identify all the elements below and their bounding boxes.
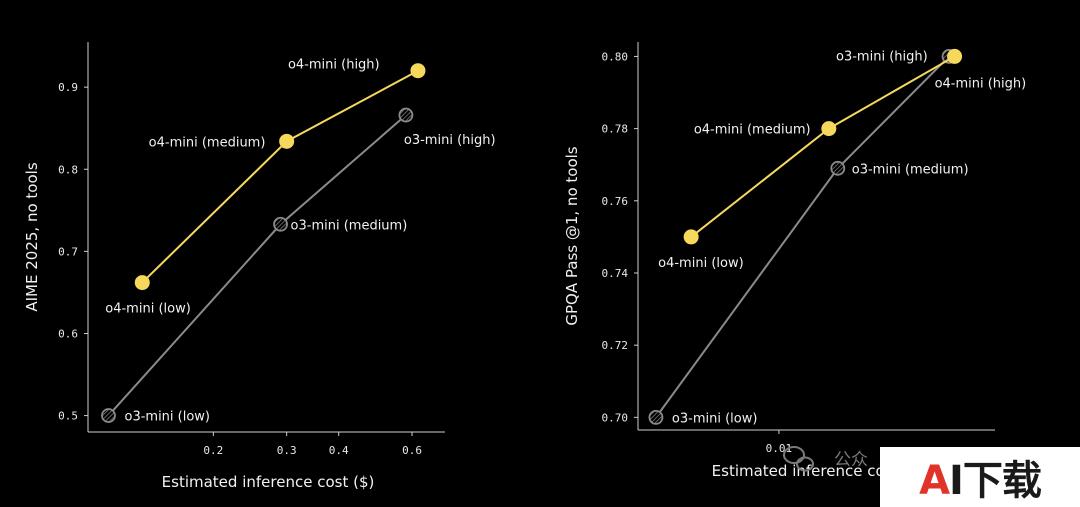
data-point-o4-mini <box>410 63 426 79</box>
x-tick-label: 0.2 <box>203 444 223 457</box>
series-line-o4-mini <box>141 69 419 284</box>
y-tick-label: 0.78 <box>602 123 629 136</box>
data-point-o4-mini <box>279 133 295 149</box>
series-line-o4-mini <box>690 55 956 238</box>
point-label: o3-mini (low) <box>124 410 210 425</box>
data-point-o3-mini <box>648 409 664 425</box>
y-tick-label: 0.6 <box>58 327 78 340</box>
x-tick-label: 0.4 <box>329 444 349 457</box>
y-axis-title: AIME 2025, no tools <box>23 162 41 311</box>
point-label: o4-mini (medium) <box>694 123 811 138</box>
ai-download-badge: AI下载 <box>880 447 1080 507</box>
data-point-o3-mini <box>398 107 414 123</box>
data-point-o4-mini <box>947 48 963 64</box>
point-label: o3-mini (medium) <box>852 162 969 177</box>
x-tick-label: 0.6 <box>402 444 422 457</box>
point-label: o4-mini (high) <box>288 58 380 73</box>
y-tick-label: 0.8 <box>58 163 78 176</box>
data-point-o4-mini <box>683 229 699 245</box>
y-tick-label: 0.70 <box>602 411 629 424</box>
y-tick-label: 0.7 <box>58 245 78 258</box>
point-label: o3-mini (low) <box>672 411 758 426</box>
point-label: o3-mini (medium) <box>291 218 408 233</box>
data-point-o3-mini <box>101 408 116 423</box>
series-line-o3-mini <box>655 55 950 418</box>
aime-chart: 0.5 0.6 0.7 0.8 0.9 0.2 0.3 0.4 0.6 Estimated inf… <box>23 42 496 491</box>
wechat-icon <box>783 446 814 472</box>
data-point-o3-mini <box>830 160 846 176</box>
point-label: o4-mini (medium) <box>149 135 266 150</box>
point-label: o4-mini (low) <box>105 302 191 317</box>
point-label: o4-mini (high) <box>935 76 1027 91</box>
wechat-watermark: 公众 <box>783 446 868 472</box>
y-tick-label: 0.72 <box>602 339 629 352</box>
y-axis-title: GPQA Pass @1, no tools <box>563 146 581 325</box>
y-tick-label: 0.5 <box>58 410 78 423</box>
data-point-o4-mini <box>821 121 837 137</box>
data-point-o4-mini <box>134 275 150 291</box>
y-tick-label: 0.9 <box>58 81 78 94</box>
x-axis-title: Estimated inference cost ($) <box>712 462 925 480</box>
series-line-o3-mini <box>107 114 407 417</box>
x-axis-title: Estimated inference cost ($) <box>162 473 375 491</box>
point-label: o3-mini (high) <box>404 133 496 148</box>
wechat-watermark-text: 公众 <box>834 450 868 470</box>
y-tick-label: 0.74 <box>602 267 629 280</box>
x-tick-label: 0.3 <box>277 444 297 457</box>
y-tick-label: 0.76 <box>602 195 629 208</box>
point-label: o4-mini (low) <box>658 256 744 271</box>
data-point-o3-mini <box>273 216 288 232</box>
point-label: o3-mini (high) <box>836 49 928 64</box>
y-tick-label: 0.80 <box>602 50 629 63</box>
ai-badge-text: AI下载 <box>919 458 1042 504</box>
